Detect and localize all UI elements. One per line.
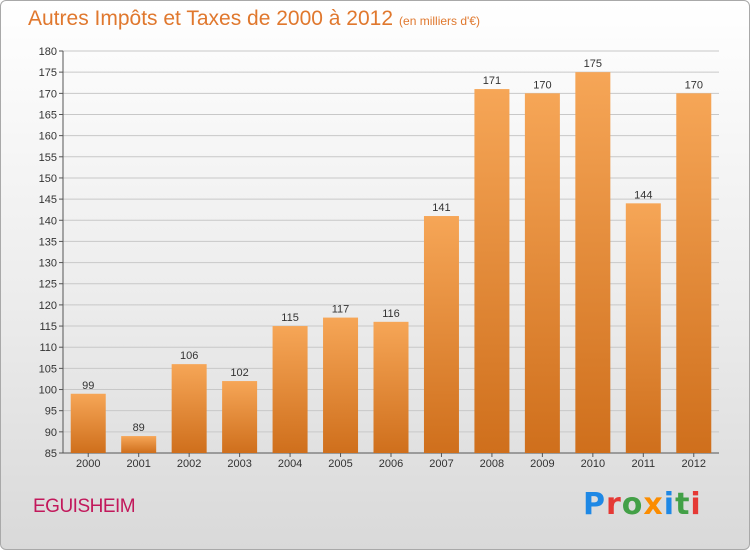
y-tick-label: 160	[39, 131, 57, 143]
value-label-2010: 175	[584, 58, 602, 70]
y-tick-label: 100	[39, 385, 57, 397]
y-tick-label: 130	[39, 258, 57, 270]
value-label-2004: 115	[281, 312, 299, 324]
bar-2005	[323, 317, 359, 453]
logo-letter: i	[663, 487, 676, 522]
y-tick-labels: 85 90 95 100 105 110 115 120 125 130 135 140 145 150 1…	[39, 46, 57, 460]
value-label-2006: 116	[382, 308, 400, 320]
y-tick-label: 90	[45, 427, 57, 439]
bar-2004	[272, 326, 308, 453]
y-tick-label: 110	[39, 342, 57, 354]
bar-2007	[423, 216, 459, 453]
logo-letter: P	[583, 487, 606, 522]
value-label-2000: 99	[82, 380, 94, 392]
x-tick-label-2005: 2005	[328, 458, 352, 470]
y-tick-label: 145	[39, 194, 57, 206]
bar-2012	[676, 93, 712, 453]
y-tick-label: 150	[39, 173, 57, 185]
x-tick-label-2008: 2008	[480, 458, 504, 470]
chart-subtitle: (en milliers d'€)	[399, 14, 481, 28]
x-tick-label-2000: 2000	[76, 458, 100, 470]
bar-2003	[222, 381, 258, 453]
logo-letter: x	[643, 487, 664, 522]
x-tick-label-2010: 2010	[581, 458, 605, 470]
y-tick-label: 170	[39, 88, 57, 100]
value-label-2005: 117	[332, 304, 350, 316]
chart-title-text: Autres Impôts et Taxes de 2000 à 2012	[28, 7, 394, 30]
y-tick-label: 165	[39, 109, 57, 121]
commune-name: EGUISHEIM	[33, 496, 136, 517]
x-tick-label-2012: 2012	[682, 458, 706, 470]
logo-letter: i	[690, 487, 702, 522]
bar-2008	[474, 89, 510, 453]
bar-2000	[70, 393, 106, 453]
value-labels: 99 89 106 102 115 117 116 141 171 170 175 144 170	[82, 58, 703, 434]
y-tick-label: 115	[39, 321, 57, 333]
bar-2006	[373, 321, 409, 453]
value-label-2002: 106	[180, 350, 198, 362]
bar-2009	[524, 93, 560, 453]
x-tick-label-2011: 2011	[631, 458, 655, 470]
y-tick-label: 180	[39, 46, 57, 58]
value-label-2007: 141	[432, 202, 450, 214]
bar-2002	[171, 364, 207, 453]
x-tick-label-2001: 2001	[126, 458, 150, 470]
y-tick-label: 135	[39, 236, 57, 248]
x-tick-label-2004: 2004	[278, 458, 302, 470]
chart-title: Autres Impôts et Taxes de 2000 à 2012 (en…	[28, 7, 480, 31]
x-tick-label-2007: 2007	[429, 458, 453, 470]
value-label-2009: 170	[533, 79, 551, 91]
y-tick-label: 105	[39, 363, 57, 375]
value-label-2008: 171	[483, 75, 501, 87]
value-label-2001: 89	[133, 422, 145, 434]
bar-2001	[121, 436, 157, 453]
logo-letter: o	[621, 487, 644, 522]
logo-letter: r	[606, 487, 622, 522]
bar-2010	[575, 72, 611, 453]
logo-letter: t	[675, 487, 691, 522]
x-tick-label-2009: 2009	[530, 458, 554, 470]
y-tick-label: 120	[39, 300, 57, 312]
y-tick-label: 140	[39, 215, 57, 227]
value-label-2011: 144	[634, 189, 652, 201]
y-tick-label: 125	[39, 279, 57, 291]
y-tick-label: 95	[45, 406, 57, 418]
x-tick-label-2002: 2002	[177, 458, 201, 470]
bar-2011	[625, 203, 661, 453]
y-tick-label: 155	[39, 152, 57, 164]
value-label-2003: 102	[230, 367, 248, 379]
y-tick-label: 175	[39, 67, 57, 79]
x-tick-labels: 2000 2001 2002 2003 2004 2005 2006 2007 2008 2009…	[76, 453, 706, 470]
y-tick-label: 85	[45, 448, 57, 460]
bars	[70, 72, 712, 453]
value-label-2012: 170	[685, 79, 703, 91]
x-tick-label-2003: 2003	[227, 458, 251, 470]
proxiti-logo: Proxiti	[583, 487, 702, 522]
x-tick-label-2006: 2006	[379, 458, 403, 470]
